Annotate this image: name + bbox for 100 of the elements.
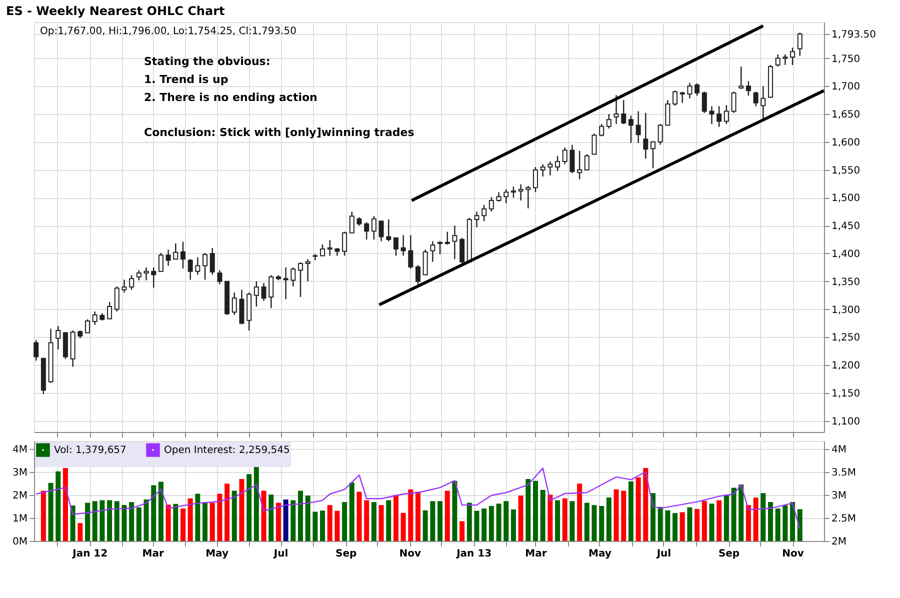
bar [210,502,215,541]
candlestick [62,332,68,360]
legend-label: Vol: 1,379,657 [54,445,126,456]
bar [738,484,744,541]
x-tick-label: Jan 12 [72,548,108,560]
annotation: 1. Trend is up [144,73,228,86]
bar [488,506,494,541]
bar [532,480,538,541]
candlestick [731,91,736,114]
candlestick [562,146,568,165]
candlestick [746,80,751,96]
x-tick-label: Mar [142,548,164,560]
x-tick-label: May [588,548,612,560]
bar [782,505,788,541]
candlestick [570,144,575,174]
bar [548,494,553,541]
bar [70,506,76,541]
candlestick [452,225,458,260]
bar [606,497,612,541]
y-tick-label: 3M [12,467,28,478]
annotation: Op:1,767.00, Hi:1,796.00, Lo:1,754.25, Cl:1,793.50 [40,26,296,37]
bar [349,482,354,541]
bar [760,493,766,541]
bar [422,510,428,541]
candlestick [400,234,406,256]
bar [577,484,582,541]
candlestick [592,132,597,155]
candlestick [606,113,612,130]
candlestick [474,211,480,228]
annotation: 2. There is no ending action [144,91,318,104]
bar [797,509,802,541]
bar [415,492,420,541]
candlestick [415,264,420,285]
annotation: Stating the obvious: [144,55,270,68]
candlestick [422,248,428,276]
bar [224,484,230,541]
bar [636,477,641,541]
candlestick [122,279,127,294]
bar [643,468,648,541]
candlestick [151,266,156,288]
x-tick-label: Jul [272,548,288,560]
bar [650,493,656,541]
bar [180,508,186,541]
y-tick-label: 1,500 [832,193,860,204]
candlestick [327,240,332,256]
candlestick [378,220,384,242]
y-tick-label: 0M [12,536,28,548]
bar [56,471,61,541]
candlestick [254,280,259,308]
candlestick [166,248,171,266]
y-tick-label: 1,600 [832,137,860,148]
bar [312,512,318,541]
x-tick-label: Nov [782,548,804,560]
y2-tick-label: 2.5M [832,513,856,524]
bar [283,500,288,541]
bar [239,479,244,541]
bar [753,498,758,541]
bar [680,512,685,541]
y-tick-label: 1,300 [832,304,860,316]
bar [364,500,370,541]
candlestick [239,289,244,325]
candlestick [482,204,487,222]
y-tick-label: 1,450 [832,221,860,232]
bar [746,505,751,541]
bar [114,501,120,541]
bar [320,510,326,541]
bar [100,500,105,541]
bar [107,500,112,541]
candlestick [444,231,450,246]
y-tick-label: 1,700 [832,82,860,93]
candlestick [408,234,414,270]
candlestick [555,155,560,172]
candlestick [724,104,729,125]
bar [518,496,524,541]
candlestick [114,286,120,312]
candlestick [650,140,656,169]
bar [510,509,516,541]
candlestick [232,292,237,316]
x-tick-label: Jan 13 [456,548,492,560]
candlestick [672,90,678,106]
bar [555,500,560,541]
bar [694,508,700,541]
candlestick [129,274,134,290]
candlestick [599,123,604,137]
y-tick-label: 4M [12,444,28,456]
candlestick [540,164,546,178]
bar [298,490,303,541]
candlestick [518,184,524,202]
bar [628,481,634,541]
y-tick-label: 1,100 [832,416,860,428]
candlestick [775,54,780,68]
candlestick [136,270,142,281]
y-tick-label: 1,350 [832,276,860,288]
bar [438,501,443,541]
bar [504,501,509,541]
bar [261,490,266,541]
bar [276,502,281,541]
candlestick [268,274,274,309]
y-tick-label: 1,200 [832,360,860,372]
line-series [36,468,800,530]
